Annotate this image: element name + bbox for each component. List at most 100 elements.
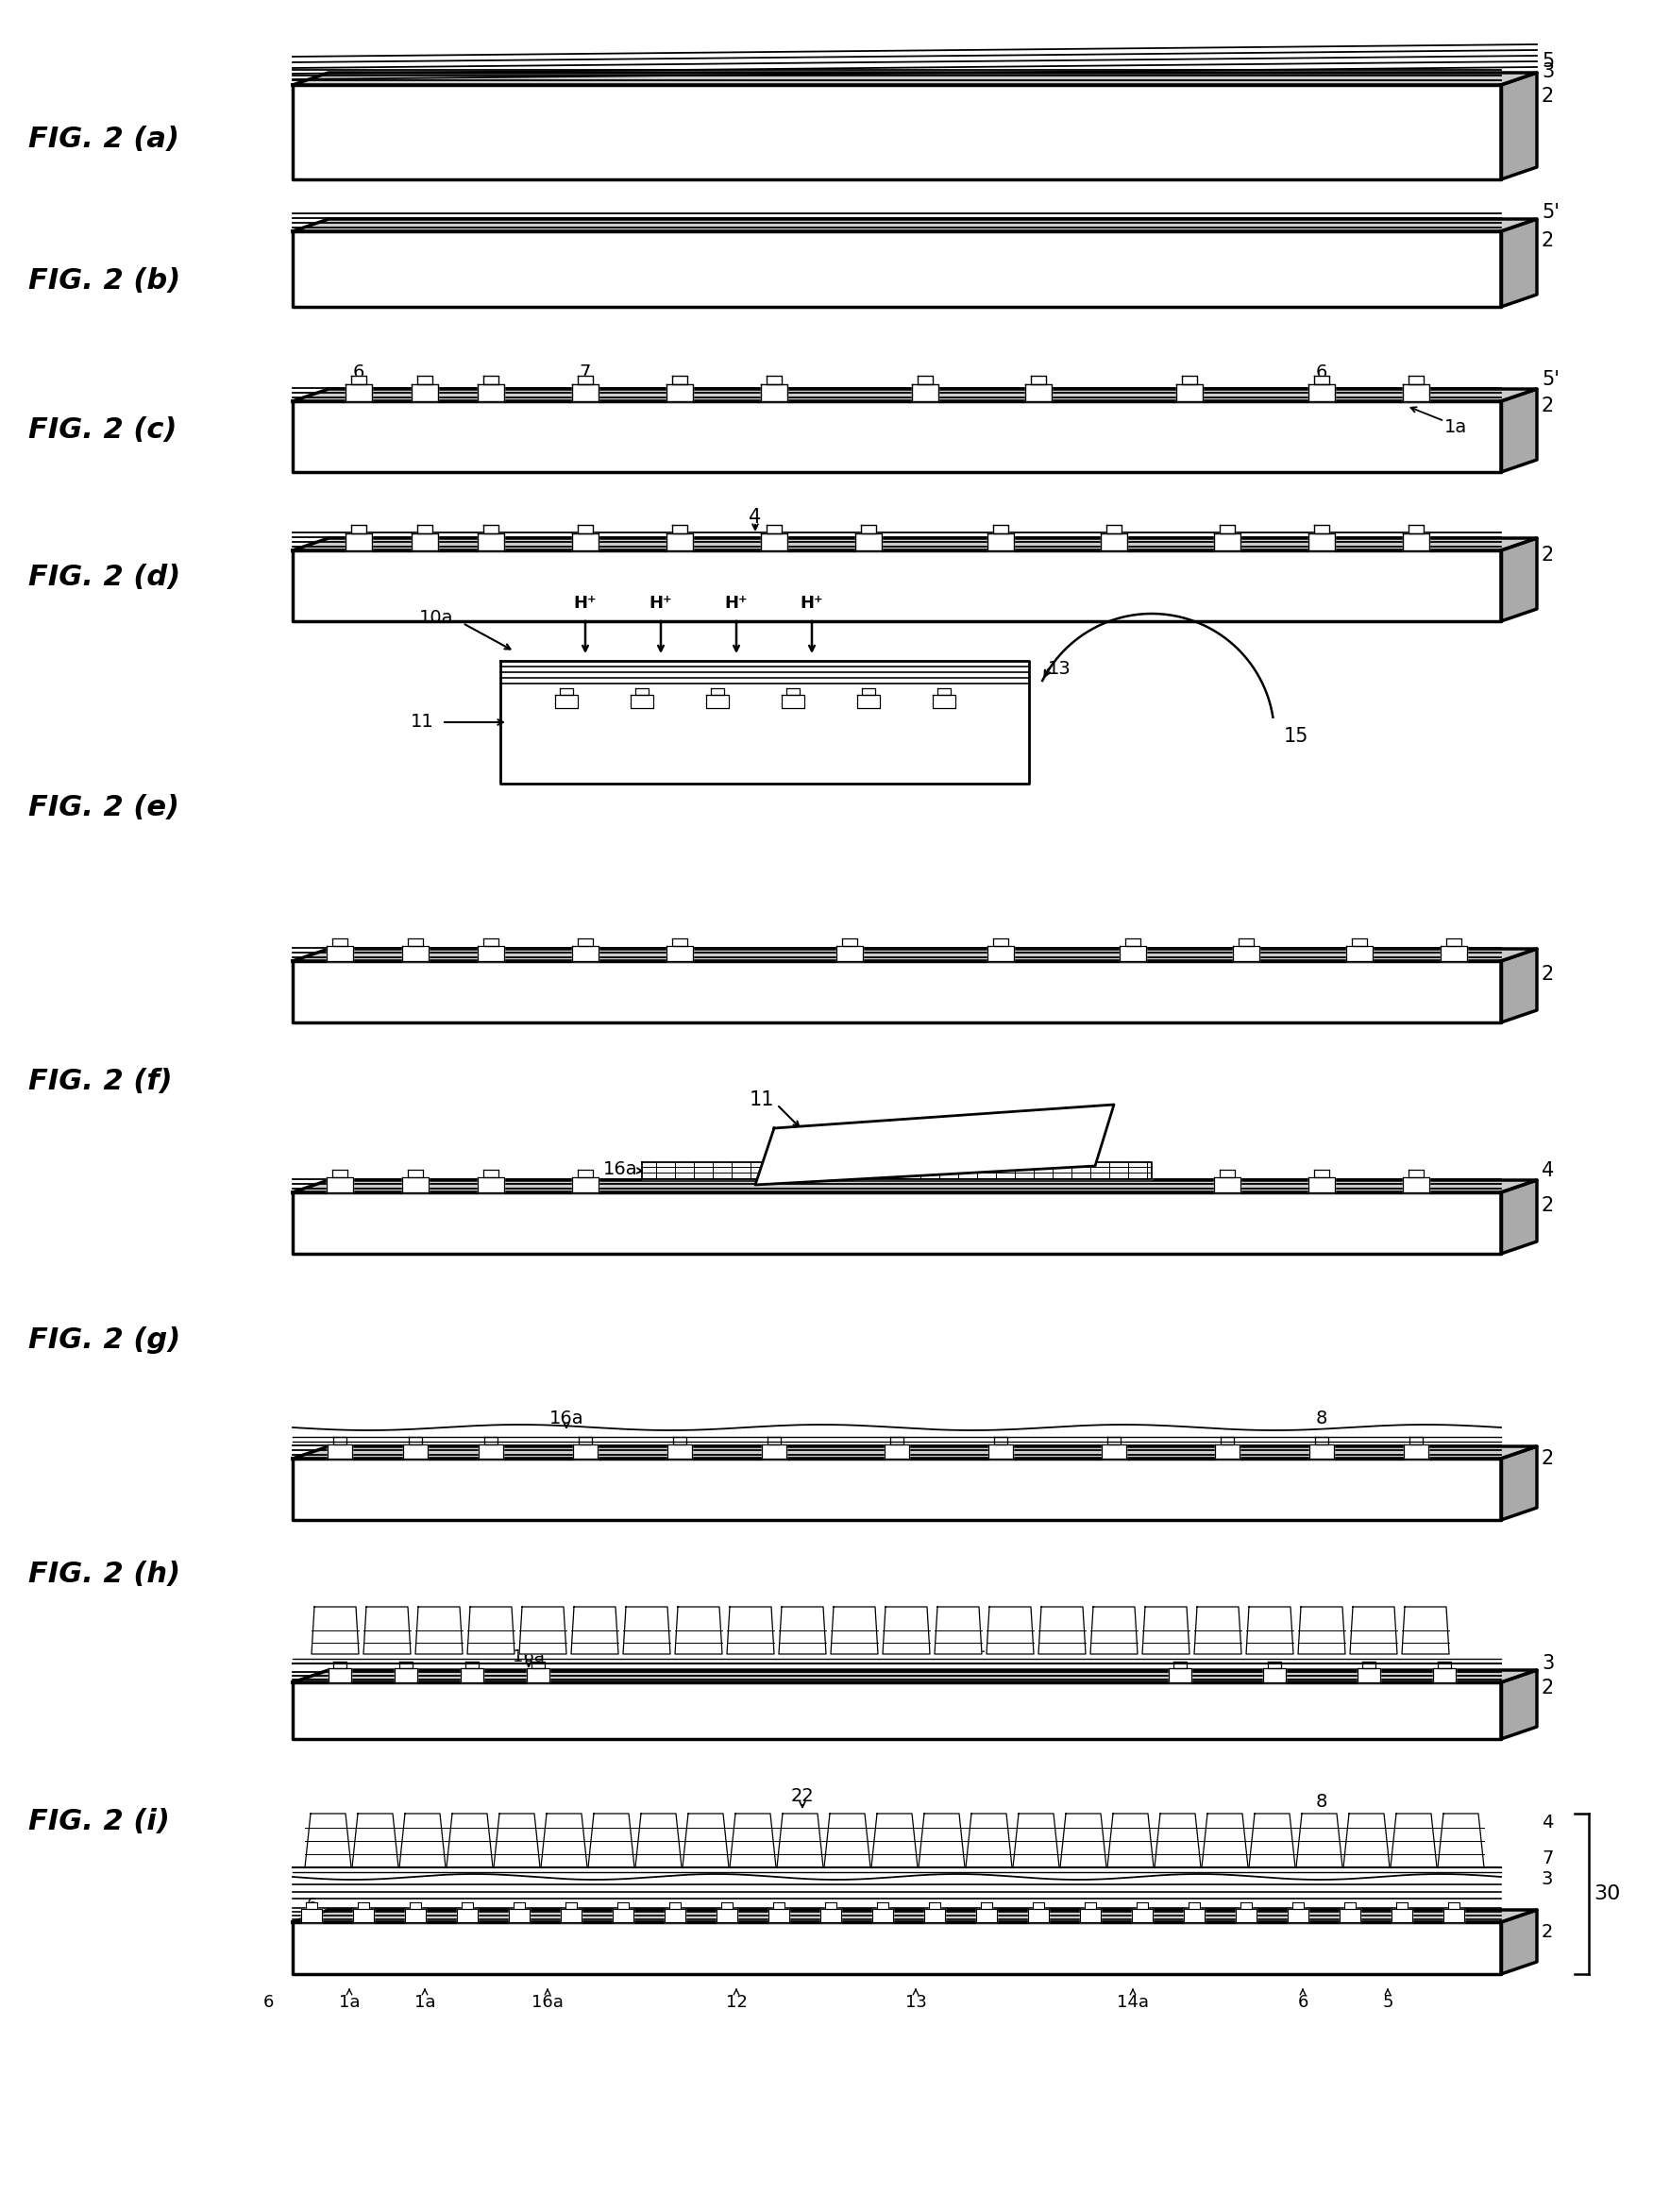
Polygon shape — [830, 1606, 878, 1655]
Polygon shape — [484, 376, 498, 385]
Text: 10a: 10a — [419, 611, 453, 628]
Text: 6: 6 — [352, 365, 364, 383]
Polygon shape — [666, 385, 693, 400]
Polygon shape — [352, 1909, 374, 1922]
Polygon shape — [409, 1438, 423, 1444]
Polygon shape — [1232, 947, 1259, 960]
Polygon shape — [573, 385, 598, 400]
Text: 15: 15 — [1284, 728, 1309, 745]
Polygon shape — [588, 1814, 635, 1867]
Polygon shape — [402, 1444, 428, 1458]
Polygon shape — [329, 1668, 351, 1683]
Polygon shape — [675, 1606, 721, 1655]
Polygon shape — [406, 1909, 426, 1922]
Polygon shape — [478, 1177, 504, 1192]
Polygon shape — [778, 1606, 827, 1655]
Text: FIG. 2 (d): FIG. 2 (d) — [28, 564, 180, 591]
Polygon shape — [1403, 385, 1430, 400]
Text: 11: 11 — [750, 1091, 775, 1108]
Polygon shape — [327, 947, 352, 960]
Text: 8: 8 — [1316, 1409, 1328, 1427]
Text: 22: 22 — [792, 1787, 813, 1805]
Text: 8: 8 — [1316, 1794, 1328, 1812]
Text: 2: 2 — [1541, 1922, 1553, 1940]
Polygon shape — [292, 960, 1501, 1022]
Polygon shape — [1236, 1909, 1256, 1922]
Polygon shape — [346, 533, 372, 551]
Polygon shape — [1296, 1814, 1343, 1867]
Polygon shape — [327, 1444, 352, 1458]
Text: 3: 3 — [1541, 62, 1555, 82]
Text: 14a: 14a — [975, 1639, 1007, 1657]
Polygon shape — [1239, 938, 1254, 947]
Polygon shape — [334, 1661, 346, 1668]
Polygon shape — [977, 1909, 997, 1922]
Polygon shape — [939, 688, 950, 695]
Polygon shape — [1404, 1444, 1428, 1458]
Polygon shape — [1060, 1814, 1107, 1867]
Polygon shape — [716, 1909, 736, 1922]
Polygon shape — [578, 376, 593, 385]
Polygon shape — [351, 376, 366, 385]
Polygon shape — [478, 533, 504, 551]
Polygon shape — [1441, 947, 1466, 960]
Polygon shape — [1202, 1814, 1247, 1867]
Polygon shape — [1501, 1181, 1536, 1254]
Polygon shape — [306, 1814, 351, 1867]
Polygon shape — [1142, 1606, 1189, 1655]
Text: 1a: 1a — [1445, 418, 1468, 436]
Polygon shape — [1091, 1606, 1137, 1655]
Polygon shape — [768, 1909, 790, 1922]
Polygon shape — [1288, 1909, 1308, 1922]
Polygon shape — [1246, 1606, 1293, 1655]
Polygon shape — [292, 1181, 1536, 1192]
Text: 12: 12 — [725, 1993, 746, 2011]
Polygon shape — [1107, 524, 1121, 533]
Polygon shape — [1501, 1909, 1536, 1973]
Text: 16a: 16a — [531, 1993, 563, 2011]
Polygon shape — [1438, 1661, 1451, 1668]
Polygon shape — [1344, 1902, 1356, 1909]
Polygon shape — [1107, 1438, 1121, 1444]
Text: 21': 21' — [1214, 1639, 1241, 1657]
Polygon shape — [513, 1902, 524, 1909]
Polygon shape — [484, 524, 498, 533]
Text: 4: 4 — [748, 509, 762, 526]
Text: 6: 6 — [264, 1993, 274, 2011]
Text: H⁺: H⁺ — [574, 595, 596, 613]
Polygon shape — [665, 1909, 685, 1922]
Polygon shape — [1308, 1177, 1334, 1192]
Polygon shape — [292, 389, 1536, 400]
Polygon shape — [623, 1606, 670, 1655]
Polygon shape — [1346, 947, 1373, 960]
Polygon shape — [292, 1192, 1501, 1254]
Text: 12: 12 — [1000, 659, 1024, 677]
Text: 6: 6 — [306, 1896, 317, 1913]
Polygon shape — [934, 695, 955, 708]
Text: 7: 7 — [579, 365, 591, 383]
Polygon shape — [1438, 1814, 1485, 1867]
Polygon shape — [351, 524, 366, 533]
Polygon shape — [1030, 376, 1045, 385]
Polygon shape — [292, 1909, 1536, 1922]
Text: FIG. 2 (h): FIG. 2 (h) — [28, 1562, 180, 1588]
Text: 5: 5 — [1383, 1993, 1393, 2011]
Text: 5': 5' — [1541, 369, 1560, 389]
Polygon shape — [924, 1909, 945, 1922]
Polygon shape — [411, 533, 438, 551]
Polygon shape — [484, 938, 498, 947]
Polygon shape — [292, 1922, 1501, 1973]
Polygon shape — [767, 376, 782, 385]
Text: 2: 2 — [1541, 546, 1555, 564]
Polygon shape — [357, 1902, 369, 1909]
Polygon shape — [1080, 1909, 1101, 1922]
Text: FIG. 2 (f): FIG. 2 (f) — [28, 1068, 172, 1095]
Polygon shape — [820, 1909, 842, 1922]
Text: 16a: 16a — [603, 1159, 638, 1177]
Text: FIG. 2 (e): FIG. 2 (e) — [28, 794, 179, 821]
Polygon shape — [399, 1814, 446, 1867]
Polygon shape — [825, 1902, 837, 1909]
Text: 13: 13 — [905, 1993, 927, 2011]
Polygon shape — [1032, 1902, 1044, 1909]
Polygon shape — [767, 1438, 782, 1444]
